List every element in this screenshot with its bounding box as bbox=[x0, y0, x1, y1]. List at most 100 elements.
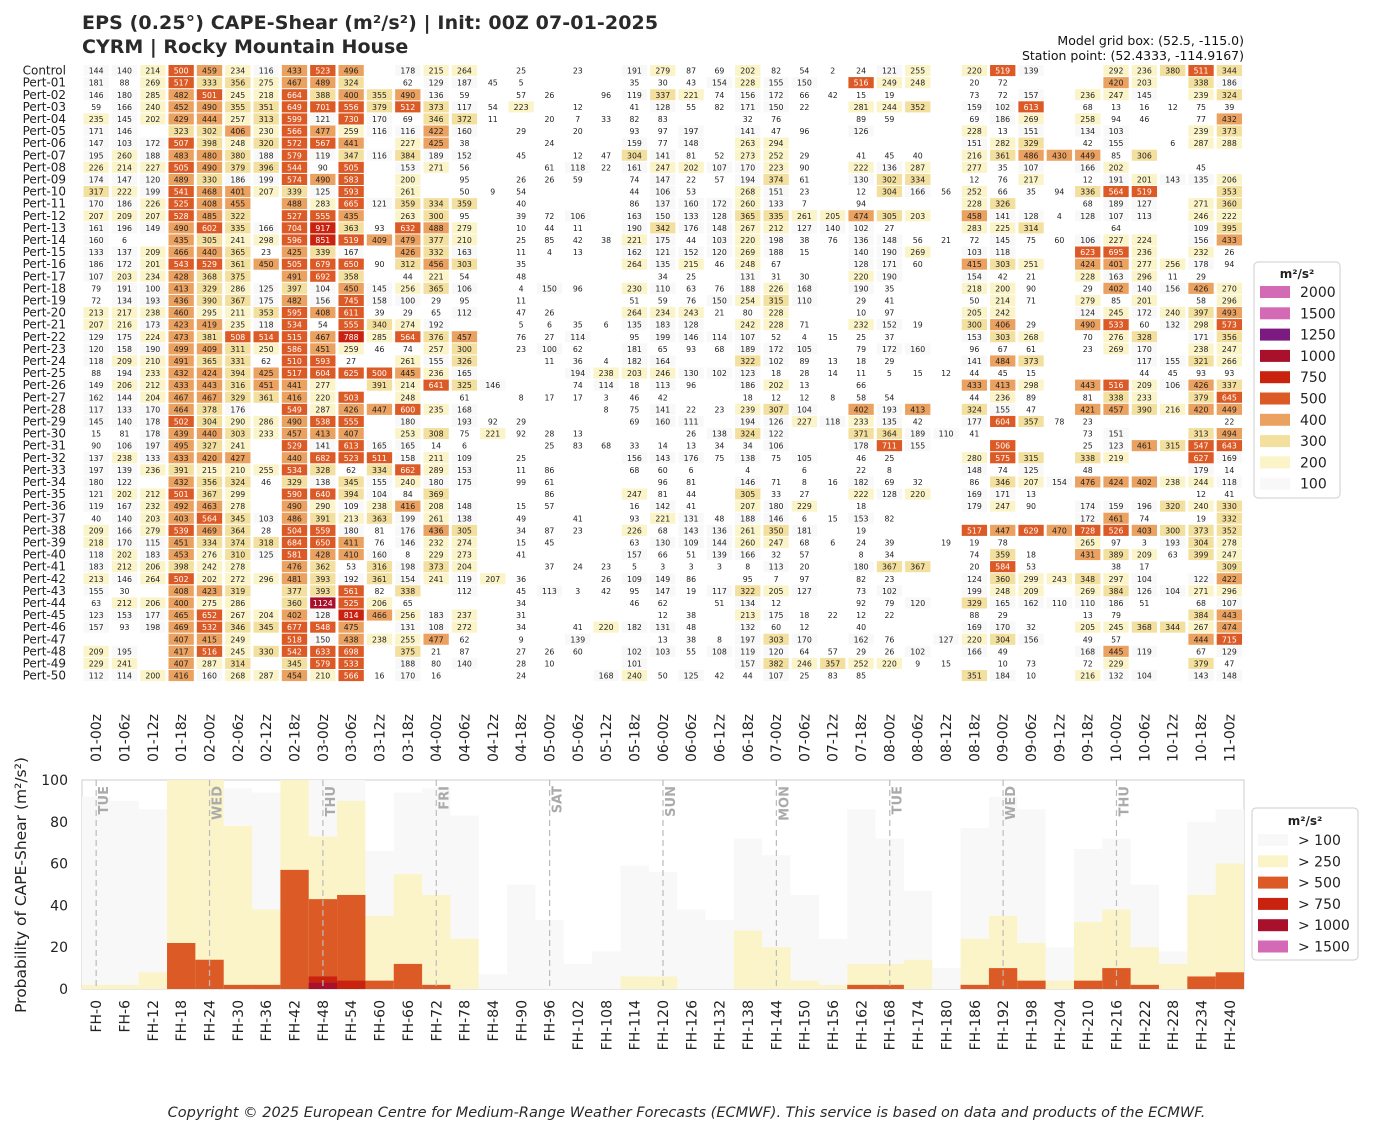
heatmap-cell bbox=[1103, 500, 1129, 512]
x-tick-label: FH-162 bbox=[854, 1000, 870, 1050]
heatmap-cell bbox=[140, 621, 166, 633]
cell-value: 42 bbox=[714, 672, 724, 681]
cell-value: 502 bbox=[174, 575, 189, 584]
cell-value: 544 bbox=[287, 163, 302, 172]
heatmap-cell bbox=[366, 500, 393, 512]
cell-value: 135 bbox=[882, 417, 897, 426]
heatmap-cell bbox=[990, 488, 1016, 500]
row-label: Pert-28 bbox=[23, 402, 66, 416]
cell-value: 25 bbox=[1083, 442, 1093, 451]
cell-value: 360 bbox=[287, 599, 302, 608]
cell-value: 590 bbox=[287, 490, 302, 499]
heatmap-cell bbox=[990, 585, 1016, 597]
cell-value: 62 bbox=[346, 466, 356, 475]
cell-value: 429 bbox=[174, 115, 189, 124]
heatmap-cell bbox=[763, 379, 789, 391]
cell-value: 56 bbox=[913, 236, 923, 245]
heatmap-cell bbox=[338, 452, 364, 464]
heatmap-cell bbox=[253, 331, 279, 343]
heatmap-cell bbox=[763, 319, 789, 331]
cell-value: 77 bbox=[658, 139, 668, 148]
cell-value: 8 bbox=[717, 635, 722, 644]
cell-value: 365 bbox=[230, 248, 245, 257]
heatmap-cell bbox=[338, 258, 364, 270]
heatmap-cell bbox=[310, 294, 336, 306]
cell-value: 74 bbox=[573, 381, 583, 390]
heatmap-cell bbox=[281, 149, 308, 161]
cell-value: 248 bbox=[910, 79, 925, 88]
cell-value: 73 bbox=[1083, 430, 1093, 439]
cell-value: 147 bbox=[655, 587, 670, 596]
heatmap-cell bbox=[650, 585, 676, 597]
cell-value: 476 bbox=[1080, 478, 1095, 487]
cell-value: 238 bbox=[599, 369, 614, 378]
heatmap-cell bbox=[621, 645, 648, 657]
cell-value: 369 bbox=[429, 490, 444, 499]
cell-value: 15 bbox=[516, 538, 526, 547]
heatmap-cell bbox=[763, 137, 789, 149]
heatmap-cell bbox=[423, 65, 449, 77]
cell-value: 246 bbox=[655, 369, 670, 378]
heatmap-cell bbox=[791, 77, 818, 89]
cell-value: 319 bbox=[230, 587, 245, 596]
cell-value: 49 bbox=[516, 514, 526, 523]
cell-value: 233 bbox=[1137, 393, 1152, 402]
cell-value: 374 bbox=[230, 538, 245, 547]
cell-value: 68 bbox=[799, 538, 809, 547]
cell-value: 116 bbox=[372, 127, 387, 136]
heatmap-cell bbox=[1160, 282, 1186, 294]
cell-value: 533 bbox=[344, 659, 359, 668]
heatmap-cell bbox=[1188, 549, 1214, 561]
cell-value: 48 bbox=[1083, 466, 1093, 475]
heatmap-cell bbox=[990, 379, 1016, 391]
heatmap-cell bbox=[225, 549, 251, 561]
heatmap-cell bbox=[168, 512, 194, 524]
cell-value: 53 bbox=[346, 563, 356, 572]
cell-value: 52 bbox=[714, 151, 724, 160]
x-tick-label: FH-60 bbox=[373, 1000, 389, 1041]
cell-value: 130 bbox=[854, 175, 869, 184]
cell-value: 148 bbox=[882, 236, 897, 245]
heatmap-cell bbox=[565, 633, 591, 645]
cell-value: 426 bbox=[1194, 381, 1209, 390]
cell-value: 131 bbox=[400, 623, 415, 632]
cell-value: 172 bbox=[1137, 309, 1152, 318]
cell-value: 96 bbox=[686, 381, 696, 390]
cell-value: 81 bbox=[658, 490, 668, 499]
heatmap-cell bbox=[281, 585, 308, 597]
cell-value: 555 bbox=[315, 212, 330, 221]
cell-value: 303 bbox=[995, 260, 1010, 269]
heatmap-cell bbox=[1131, 294, 1158, 306]
cell-value: 72 bbox=[969, 236, 979, 245]
x-tick-label: FH-96 bbox=[543, 1000, 559, 1042]
heatmap-cell bbox=[1188, 428, 1214, 440]
cell-value: 117 bbox=[89, 405, 104, 414]
heatmap-cell bbox=[961, 149, 988, 161]
cell-value: 161 bbox=[627, 163, 642, 172]
cell-value: 16 bbox=[431, 672, 441, 681]
cell-value: 698 bbox=[344, 647, 359, 656]
cell-value: 150 bbox=[797, 79, 812, 88]
heatmap-cell bbox=[905, 440, 931, 452]
day-marker-label: WED bbox=[1004, 786, 1019, 820]
cell-value: 44 bbox=[544, 224, 554, 233]
cell-value: 34 bbox=[884, 551, 894, 560]
cell-value: 69 bbox=[403, 115, 413, 124]
cell-value: 174 bbox=[1080, 502, 1095, 511]
cell-value: 474 bbox=[1222, 623, 1237, 632]
cell-value: 436 bbox=[174, 296, 189, 305]
cell-value: 39 bbox=[375, 309, 385, 318]
cell-value: 75 bbox=[629, 405, 639, 414]
cell-value: 426 bbox=[1194, 284, 1209, 293]
cell-value: 178 bbox=[145, 430, 160, 439]
heatmap-cell bbox=[990, 415, 1016, 427]
heatmap-cell bbox=[423, 246, 449, 258]
heatmap-cell bbox=[338, 585, 364, 597]
heatmap-cell bbox=[338, 149, 364, 161]
cell-value: 502 bbox=[174, 417, 189, 426]
heatmap-cell bbox=[451, 246, 478, 258]
heatmap-cell bbox=[140, 319, 166, 331]
cell-value: 350 bbox=[769, 526, 784, 535]
heatmap-cell bbox=[310, 428, 336, 440]
cell-value: 564 bbox=[1109, 188, 1124, 197]
